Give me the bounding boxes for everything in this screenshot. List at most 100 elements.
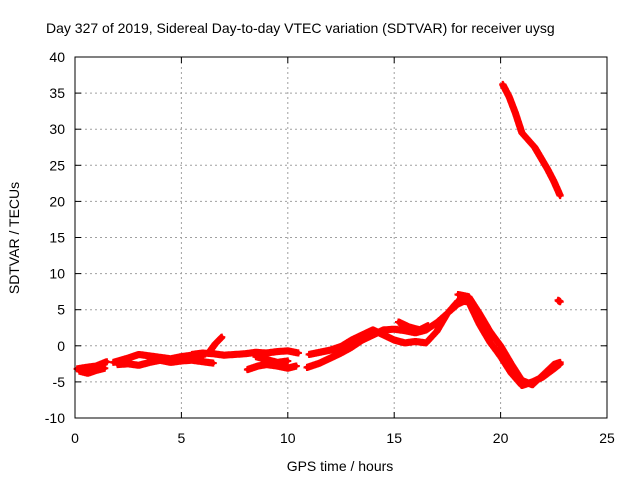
data-point [360,337,365,343]
data-point [168,360,173,365]
y-tick-label: 15 [49,230,65,246]
data-point [349,337,354,343]
data-point [381,327,386,333]
data-point [275,363,280,369]
data-point [466,294,471,299]
data-point [392,327,397,332]
data-point [509,371,514,376]
x-axis-label: GPS time / hours [287,458,394,474]
data-point [296,350,301,356]
y-axis-label: SDTVAR / TECUs [6,182,22,294]
data-point [328,355,333,361]
data-point [136,352,141,357]
data-point [509,361,514,367]
y-tick-label: 40 [49,49,65,65]
data-point [136,363,141,368]
y-tick-label: 0 [57,338,65,354]
data-point [147,360,152,365]
tick-labels: 0 5 10 15 20 25 -10 -5 0 5 10 15 20 25 30 35 40 [45,49,615,446]
data-point [532,145,537,150]
data-point [243,351,248,356]
data-point [370,327,376,333]
data-point [147,353,152,359]
data-point [285,358,290,364]
plot-frame [74,56,608,419]
data-point [466,299,471,304]
data-point [264,362,269,367]
data-point [551,366,556,372]
data-point [200,354,205,359]
data-point [285,366,290,371]
x-tick-label: 10 [280,430,296,446]
data-point [426,323,431,328]
data-point [392,337,397,343]
data-point [541,372,546,377]
data-point [513,111,518,116]
data-point [157,358,163,363]
data-point [255,363,261,369]
data-point [200,359,205,364]
data-point [111,360,116,365]
data-point [77,368,82,374]
data-point [402,340,407,346]
data-point [328,347,333,353]
data-point [126,355,131,361]
data-point [179,358,184,364]
data-point [360,332,365,338]
data-point [264,350,269,356]
data-point [338,344,344,349]
data-point [306,352,312,357]
data-point [264,357,269,362]
x-tick-label: 25 [599,430,615,446]
data-point [396,319,401,325]
data-point [179,354,184,359]
data-point [417,327,422,333]
data-point [558,360,563,365]
data-point [538,155,544,161]
data-point [519,130,525,135]
data-point [498,354,503,359]
data-point [558,299,563,304]
y-tick-label: 30 [49,121,65,137]
data-point [551,179,556,184]
data-point [526,137,531,143]
y-tick-label: 10 [49,266,65,282]
x-tick-label: 15 [386,430,402,446]
data-point [211,351,216,356]
data-point [487,329,493,334]
data-point [423,340,429,346]
data-point [206,350,212,355]
x-tick-label: 5 [178,430,186,446]
data-point [94,368,99,373]
data-point [85,371,91,376]
data-point [477,311,482,316]
data-point [406,324,412,330]
data-point [83,365,88,370]
data-point [381,332,386,338]
data-point [551,362,556,367]
data-point [219,334,224,340]
data-point [445,311,450,316]
data-point [477,321,482,327]
data-point [349,345,354,350]
data-point [434,329,439,334]
data-point [304,365,310,370]
data-point [519,378,525,383]
data-point [338,350,344,356]
x-tick-label: 0 [71,430,79,446]
data-point [94,363,99,369]
data-point [558,193,563,198]
data-point [317,360,322,366]
data-points [73,80,564,389]
data-point [423,327,429,333]
data-point [253,350,259,355]
data-point [487,340,493,345]
data-point [221,353,227,358]
data-point [294,363,299,369]
data-point [500,82,505,87]
data-point [253,354,259,359]
data-point [168,356,173,361]
y-tick-label: -10 [45,410,65,426]
